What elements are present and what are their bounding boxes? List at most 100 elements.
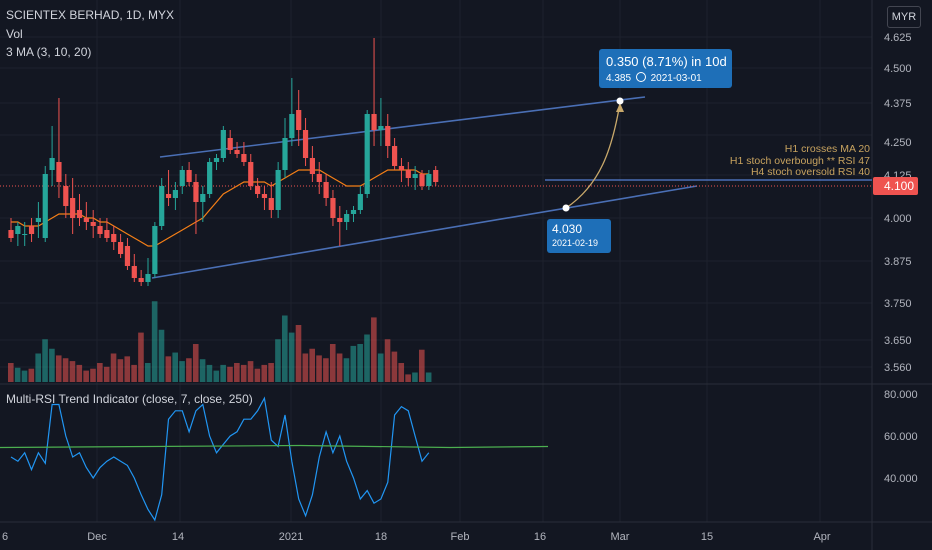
volume-bar — [391, 351, 398, 382]
vol-legend[interactable]: Vol — [6, 27, 23, 41]
volume-bar — [103, 366, 110, 382]
candle-body — [241, 154, 247, 162]
candle-body — [344, 214, 350, 222]
price-tick-label: 3.650 — [884, 335, 912, 347]
alert-2: H1 stoch overbough ** RSI 47 — [729, 155, 870, 167]
candle-body — [385, 126, 391, 146]
candle-body — [255, 186, 261, 194]
candle-body — [220, 130, 226, 158]
volume-bar — [302, 353, 309, 382]
candle-body — [35, 218, 41, 222]
last-price-text: 4.100 — [884, 179, 914, 193]
volume-bar — [227, 366, 233, 382]
candle-body — [330, 198, 336, 218]
projection-headline: 0.350 (8.71%) in 10d — [606, 54, 727, 69]
volume-bar — [76, 364, 83, 382]
candle-body — [42, 174, 48, 238]
projection-curve — [565, 102, 621, 209]
time-axis[interactable]: 6 Dec 14 2021 18 Feb 16 Mar 15 Apr — [2, 531, 831, 543]
volume-bar — [220, 364, 226, 382]
volume-bar — [14, 367, 21, 382]
candle-body — [104, 230, 110, 238]
candle-body — [172, 190, 178, 198]
volume-bar — [97, 363, 103, 382]
rsi-line — [10, 396, 430, 522]
candle-body — [433, 170, 439, 182]
volume-bar — [405, 374, 411, 382]
symbol-legend[interactable]: SCIENTEX BERHAD, 1D, MYX — [6, 8, 175, 22]
candle-body — [426, 174, 432, 186]
projection-start-label: 4.030 2021-02-19 — [547, 219, 611, 253]
volume-bar — [55, 355, 62, 382]
volume-bar — [62, 358, 69, 382]
projection-path[interactable] — [562, 97, 625, 212]
volume-bar — [186, 358, 192, 382]
time-tick-label: 16 — [534, 531, 546, 543]
time-tick-label: 15 — [701, 531, 713, 543]
rsi-tick-label: 40.000 — [884, 473, 918, 485]
volume-bar — [49, 348, 55, 382]
candle-body — [275, 170, 281, 210]
candle-body — [28, 226, 35, 234]
volume-bar — [35, 353, 41, 382]
volume-bar — [425, 372, 432, 382]
price-tick-label: 3.875 — [884, 256, 912, 268]
candle-body — [124, 246, 131, 266]
price-tick-label: 4.000 — [884, 213, 912, 225]
volume-bar — [234, 363, 240, 382]
volume-bar — [336, 353, 343, 382]
price-tick-label: 3.560 — [884, 362, 912, 374]
volume-bar — [42, 339, 48, 382]
price-axis[interactable]: 4.6254.5004.3754.2504.1254.0003.8753.750… — [873, 32, 918, 485]
candle-body — [302, 130, 309, 158]
candle-body — [111, 234, 117, 242]
volume-bar — [8, 363, 14, 382]
volume-bar — [377, 353, 384, 382]
volume-bar — [309, 348, 315, 382]
volume-bar — [28, 368, 35, 382]
clock-icon — [635, 72, 646, 82]
volume-bar — [254, 368, 261, 382]
rsi-tick-label: 80.000 — [884, 389, 918, 401]
time-tick-label: 14 — [172, 531, 184, 543]
candle-body — [90, 222, 96, 226]
volume-bar — [179, 361, 185, 382]
candle-body — [76, 210, 83, 218]
volume-bar — [295, 325, 302, 382]
channel-upper-line — [159, 96, 646, 158]
volume-bar — [268, 363, 274, 382]
candle-body — [289, 114, 295, 138]
volume-bar — [398, 363, 405, 382]
volume-bar — [69, 361, 76, 382]
candle-body — [15, 226, 21, 234]
time-tick-label: Dec — [87, 531, 107, 543]
currency-badge[interactable]: MYR — [887, 6, 921, 28]
projection-target-point — [616, 97, 624, 105]
trend-channel[interactable] — [0, 96, 872, 279]
volume-bar — [145, 363, 151, 382]
projection-target-date: 2021-03-01 — [650, 73, 702, 84]
candle-body — [213, 158, 220, 162]
volume-bar — [172, 352, 178, 382]
volume-bar — [165, 356, 172, 382]
candle-body — [337, 218, 343, 222]
ma-legend[interactable]: 3 MA (3, 10, 20) — [6, 45, 92, 59]
volume-bar — [213, 370, 220, 382]
time-tick-label: Mar — [611, 531, 630, 543]
volume-bar — [110, 353, 117, 382]
volume-bars — [8, 301, 432, 382]
rsi-legend[interactable]: Multi-RSI Trend Indicator (close, 7, clo… — [6, 392, 253, 406]
volume-bar — [199, 359, 206, 382]
volume-bar — [316, 355, 322, 382]
volume-bar — [371, 317, 377, 382]
volume-bar — [192, 344, 199, 382]
volume-bar — [419, 349, 425, 382]
volume-bar — [357, 344, 363, 382]
projection-target-price: 4.385 — [606, 73, 632, 84]
candle-body — [412, 174, 418, 178]
candle-body — [323, 182, 329, 198]
volume-bar — [275, 339, 281, 382]
candle-body — [165, 194, 172, 198]
